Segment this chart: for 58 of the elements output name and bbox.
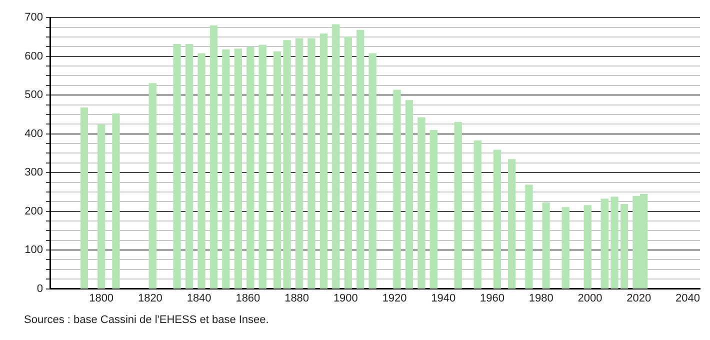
bar <box>454 122 462 289</box>
bar <box>210 25 218 289</box>
bar <box>430 130 438 289</box>
bar <box>173 44 181 289</box>
x-tick-label: 2040 <box>676 292 700 304</box>
bar <box>222 49 230 289</box>
bar <box>356 30 364 289</box>
bar <box>393 90 401 289</box>
x-tick-label: 1860 <box>236 292 260 304</box>
bar <box>112 113 120 289</box>
bar <box>600 198 609 289</box>
bar <box>258 44 266 289</box>
y-tick-label: 300 <box>24 166 43 179</box>
x-tick-label: 1800 <box>89 292 114 304</box>
x-tick-label: 1960 <box>480 292 505 304</box>
y-tick-label: 400 <box>24 128 43 140</box>
x-tick-label: 1940 <box>431 292 456 304</box>
bar <box>493 150 502 289</box>
source-note: Sources : base Cassini de l'EHESS et base Insee. <box>24 314 270 326</box>
bar <box>542 202 550 289</box>
bar <box>97 124 106 289</box>
bar <box>332 24 340 289</box>
bar <box>283 40 291 289</box>
x-tick-label: 1900 <box>333 292 358 304</box>
bar <box>234 48 242 289</box>
bar <box>474 140 482 289</box>
y-tick-label: 500 <box>24 89 43 102</box>
bar <box>148 83 156 289</box>
y-tick-label: 600 <box>24 50 43 62</box>
y-tick-label: 200 <box>24 205 43 218</box>
bar <box>320 34 328 289</box>
x-tick-label: 2000 <box>578 292 602 304</box>
x-tick-label: 1840 <box>186 292 212 304</box>
bar <box>405 100 414 289</box>
bar <box>246 46 254 289</box>
bar <box>80 108 88 289</box>
bar <box>584 205 592 289</box>
bar <box>610 196 618 289</box>
bar <box>368 53 376 289</box>
bar <box>562 207 570 289</box>
x-tick-label: 1920 <box>382 292 407 304</box>
x-tick-label: 1820 <box>138 292 162 304</box>
y-tick-label: 700 <box>24 12 43 24</box>
y-tick-label: 100 <box>24 244 43 256</box>
x-tick-label: 1980 <box>528 292 554 304</box>
bar <box>418 117 426 289</box>
x-tick-label: 2020 <box>626 292 652 304</box>
bar <box>185 44 194 289</box>
bar <box>308 38 316 289</box>
bar <box>525 184 533 289</box>
bar <box>295 38 304 289</box>
bar <box>198 53 206 289</box>
y-tick-label: 0 <box>36 282 43 295</box>
x-tick-label: 1880 <box>284 292 310 304</box>
bar <box>620 204 628 289</box>
bar <box>273 51 282 289</box>
bar <box>508 159 516 289</box>
bar <box>344 36 352 289</box>
